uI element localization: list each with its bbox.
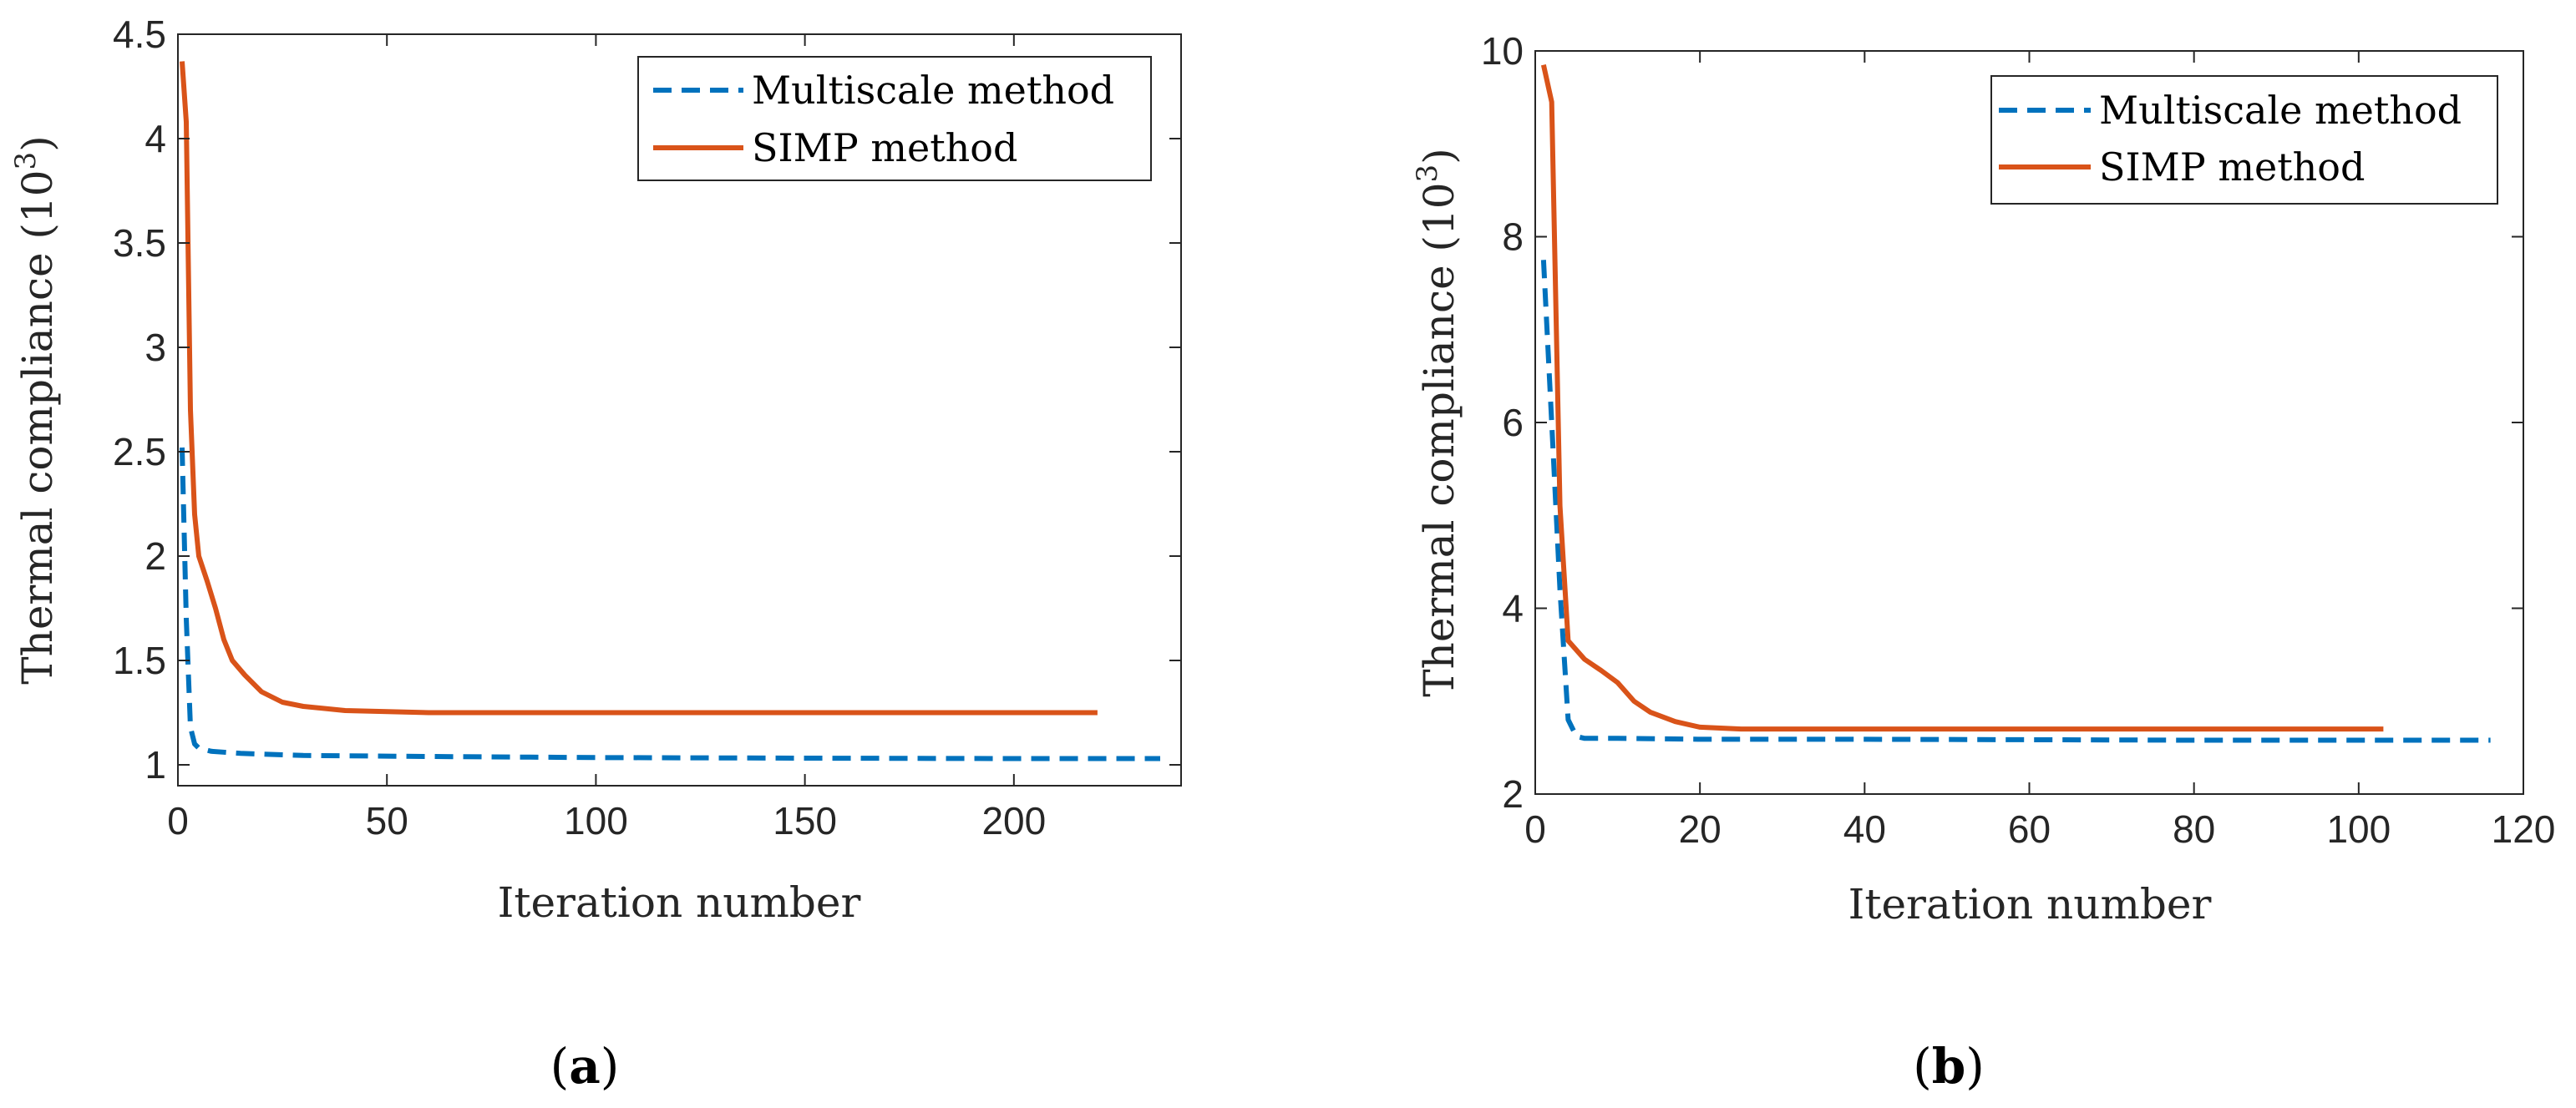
panel-b-x-tick-label: 0 [1524, 807, 1546, 851]
panel-a-y-tick-label: 2 [145, 534, 166, 578]
panel-a-x-tick-label: 100 [564, 799, 628, 842]
panel-a-y-axis-label: Thermal compliance (103) [9, 135, 62, 684]
panel-a-legend-label-multiscale: Multiscale method [752, 68, 1114, 113]
panel-b-y-tick-label: 6 [1502, 401, 1524, 444]
panel-b-x-tick-label: 120 [2492, 807, 2556, 851]
panel-a-y-tick-label: 3.5 [113, 221, 166, 265]
panel-a-x-tick-label: 200 [981, 799, 1046, 842]
panel-b-legend-box [1990, 75, 2498, 205]
panel-a-legend-label-simp: SIMP method [752, 125, 1017, 170]
panel-b-chart: 0 20 40 60 80 100 120 2 4 6 8 10 Iteration number T… [1411, 29, 2555, 1095]
panel-a-y-tick-label: 1.5 [113, 639, 166, 682]
panel-a-chart: 0 50 100 150 200 1 1.5 2 2.5 3 3.5 4 4.5 Iteration n… [9, 13, 1182, 1095]
panel-b-series-layer [1540, 64, 2491, 743]
panel-b-series-simp-method [1540, 64, 2384, 732]
panel-a-legend-box [637, 56, 1152, 181]
panel-b-x-axis-label: Iteration number [1848, 880, 2212, 928]
panel-a-y-tick-label: 3 [145, 326, 166, 369]
panel-a-series-simp-method [180, 61, 1098, 716]
panel-a-x-axis-label: Iteration number [498, 878, 861, 927]
panel-b-x-tick-label: 80 [2173, 807, 2215, 851]
panel-a-y-tick-label: 2.5 [113, 430, 166, 473]
panel-b-y-tick-label: 10 [1481, 29, 1524, 73]
panel-a-x-tick-label: 150 [773, 799, 837, 842]
panel-b-caption: (b) [1913, 1038, 1985, 1095]
panel-b-legend-label-multiscale: Multiscale method [2099, 88, 2462, 133]
panel-a-legend: Multiscale method SIMP method [637, 56, 1152, 181]
panel-b-y-tick-label: 2 [1502, 772, 1524, 816]
panel-a-x-tick-label: 0 [167, 799, 189, 842]
panel-a-axes-frame [177, 33, 1182, 787]
panel-b-x-tick-label: 20 [1679, 807, 1722, 851]
panel-b-legend: Multiscale method SIMP method [1990, 75, 2498, 205]
panel-b-y-tick-label: 8 [1502, 215, 1524, 259]
panel-b-x-tick-label: 40 [1843, 807, 1886, 851]
panel-a-y-tick-label: 4 [145, 117, 166, 160]
panel-a-y-tick-label: 1 [145, 743, 166, 787]
panel-a-series-multiscale-method [180, 447, 1160, 761]
panel-a-x-tick-label: 50 [366, 799, 408, 842]
panel-a-ticks: 0 50 100 150 200 1 1.5 2 2.5 3 3.5 4 4.5 [113, 13, 1181, 842]
panel-a-y-tick-label: 4.5 [113, 13, 166, 56]
panel-b-y-tick-label: 4 [1502, 587, 1524, 630]
panel-b-series-multiscale-method [1540, 260, 2491, 743]
panel-a-caption: (a) [550, 1038, 620, 1095]
panel-b-y-axis-label: Thermal compliance (103) [1411, 148, 1463, 696]
panel-a-series-layer [180, 61, 1160, 761]
panel-b-x-tick-label: 60 [2008, 807, 2051, 851]
panel-b-ticks: 0 20 40 60 80 100 120 2 4 6 8 10 [1481, 29, 2556, 851]
panel-b-legend-label-simp: SIMP method [2099, 144, 2365, 190]
panel-b-x-tick-label: 100 [2326, 807, 2391, 851]
